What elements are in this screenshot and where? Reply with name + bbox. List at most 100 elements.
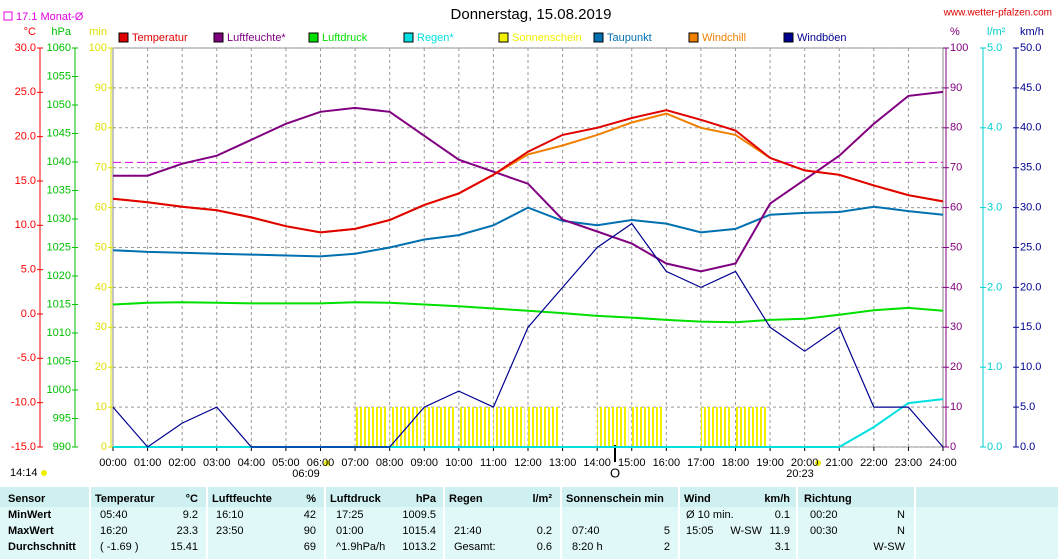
- legend-label: Windchill: [702, 32, 746, 44]
- tick-label: 1060: [47, 42, 71, 54]
- tick-label: 1055: [47, 70, 71, 82]
- tick-label: 5.0: [987, 42, 1002, 54]
- table-cell: 16:10: [216, 509, 244, 521]
- sunrise: 06:09: [292, 468, 320, 480]
- legend-swatch: [308, 32, 319, 43]
- avg-legend: 17.1 Monat-Ø: [16, 11, 84, 23]
- table-cell: 00:20: [810, 509, 838, 521]
- x-tick-label: 00:00: [99, 457, 127, 469]
- table-cell: 00:30: [810, 525, 838, 537]
- x-tick-label: 03:00: [203, 457, 231, 469]
- row-label: Durchschnitt: [8, 541, 76, 553]
- tick-label: 45.0: [1020, 82, 1041, 94]
- axis-unit: hPa: [51, 26, 71, 38]
- sunset-icon: [815, 460, 821, 466]
- tick-label: -5.0: [17, 352, 36, 364]
- x-tick-label: 13:00: [549, 457, 577, 469]
- axis-unit: km/h: [1020, 26, 1044, 38]
- x-tick-label: 02:00: [168, 457, 196, 469]
- tick-label: 90: [950, 82, 962, 94]
- table-cell: 0.1: [775, 509, 790, 521]
- table-header: Sensor: [8, 493, 46, 505]
- table-cell: 21:40: [454, 525, 482, 537]
- tick-label: 3.0: [987, 202, 1002, 214]
- table-header: Temperatur: [95, 493, 155, 505]
- x-tick-label: 10:00: [445, 457, 473, 469]
- legend-label: Sonnenschein: [512, 32, 582, 44]
- tick-label: 1030: [47, 213, 71, 225]
- table-header: Luftfeuchte: [212, 493, 272, 505]
- tick-label: 2.0: [987, 281, 1002, 293]
- x-tick-label: 11:00: [480, 457, 507, 469]
- daylength: 14:14: [10, 467, 38, 479]
- noon: O: [610, 465, 620, 480]
- x-tick-label: 16:00: [653, 457, 681, 469]
- x-tick-label: 22:00: [860, 457, 888, 469]
- table-cell: Gesamt:: [454, 541, 496, 553]
- table-cell: 1009.5: [402, 509, 436, 521]
- table-cell: N: [897, 525, 905, 537]
- x-tick-label: 23:00: [895, 457, 923, 469]
- table-cell: Ø 10 min.: [686, 509, 734, 521]
- sunshine-bar: [424, 407, 456, 447]
- x-tick-label: 21:00: [825, 457, 853, 469]
- table-cell: 9.2: [183, 509, 198, 521]
- table-header: Sonnenschein min: [566, 493, 664, 505]
- tick-label: 40: [950, 281, 962, 293]
- series-line: [112, 301, 944, 324]
- table-cell: 2: [664, 541, 670, 553]
- legend-label: Windböen: [797, 32, 847, 44]
- x-tick-label: 24:00: [929, 457, 957, 469]
- table-header-bg: [0, 487, 1058, 507]
- tick-label: 1025: [47, 241, 71, 253]
- table-cell: 16:20: [100, 525, 128, 537]
- table-cell: 15.41: [170, 541, 198, 553]
- table-cell: 23:50: [216, 525, 244, 537]
- chart-title: Donnerstag, 15.08.2019: [451, 6, 612, 23]
- sunshine-bar: [631, 407, 663, 447]
- table-cell: 17:25: [336, 509, 364, 521]
- tick-label: 50.0: [1020, 42, 1041, 54]
- table-cell: W-SW: [873, 541, 905, 553]
- x-tick-label: 01:00: [134, 457, 162, 469]
- sunshine-bar: [735, 407, 767, 447]
- table-cell: ( -1.69 ): [100, 541, 139, 553]
- x-tick-label: 04:00: [238, 457, 266, 469]
- tick-label: 0.0: [21, 308, 36, 320]
- tick-label: 20.0: [1020, 281, 1041, 293]
- table-dividers: [89, 487, 916, 559]
- tick-label: 20: [950, 361, 962, 373]
- x-tick-label: 15:00: [618, 457, 646, 469]
- x-tick-label: 14:00: [583, 457, 611, 469]
- sunshine-bar: [700, 407, 733, 447]
- tick-label: 1010: [47, 327, 71, 339]
- tick-label: 50: [95, 241, 107, 253]
- table-cell: 1013.2: [402, 541, 436, 553]
- tick-label: 5.0: [21, 264, 36, 276]
- table-header: hPa: [416, 493, 437, 505]
- table-cell: 69: [304, 541, 316, 553]
- tick-label: 50: [950, 241, 962, 253]
- axis-unit: %: [950, 26, 960, 38]
- table-cell: N: [897, 509, 905, 521]
- tick-label: 25.0: [1020, 241, 1041, 253]
- table-cell: 5: [664, 525, 670, 537]
- x-tick-label: 09:00: [410, 457, 438, 469]
- table-header: °C: [186, 493, 198, 505]
- tick-label: 10.0: [15, 219, 36, 231]
- legend-swatch: [498, 32, 509, 43]
- tick-label: 70: [95, 162, 107, 174]
- tick-label: 60: [95, 202, 107, 214]
- tick-label: 0.0: [987, 441, 1002, 453]
- x-tick-label: 17:00: [687, 457, 715, 469]
- sun-icon: [41, 470, 47, 476]
- tick-label: 1000: [47, 384, 71, 396]
- x-tick-label: 06:00: [307, 457, 335, 469]
- tick-label: 70: [950, 162, 962, 174]
- table-cell: 42: [304, 509, 316, 521]
- row-label: MinWert: [8, 509, 52, 521]
- tick-label: 1045: [47, 127, 71, 139]
- axis-unit: °C: [24, 26, 36, 38]
- tick-label: 1050: [47, 99, 71, 111]
